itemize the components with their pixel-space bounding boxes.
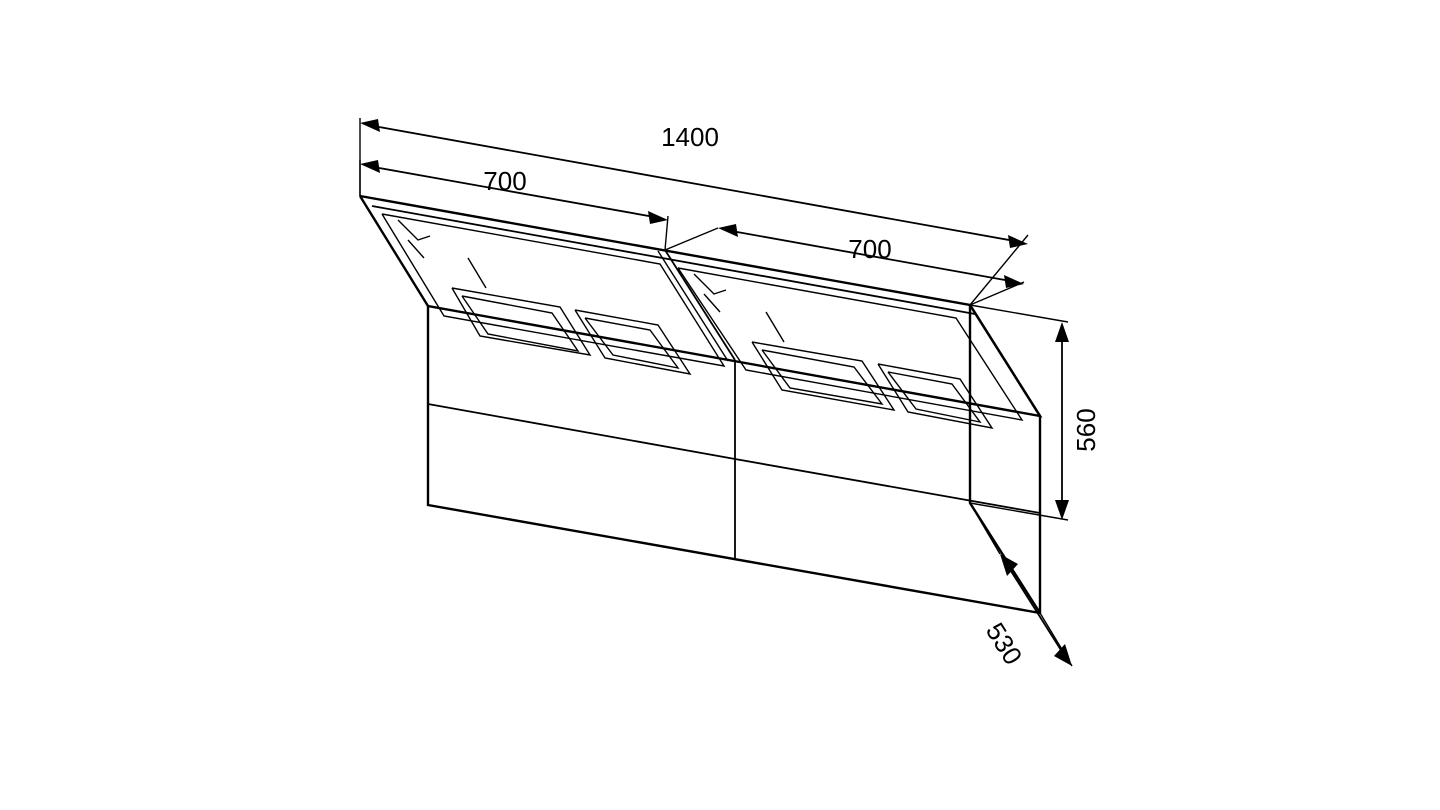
dim-left-width-label: 700 bbox=[483, 166, 526, 196]
dim-depth-label: 530 bbox=[980, 617, 1028, 670]
dim-right-width-label: 700 bbox=[848, 234, 891, 264]
cabinet-body bbox=[360, 196, 1040, 613]
dimension-drawing: 1400 700 700 560 530 bbox=[0, 0, 1440, 810]
dim-depth: 530 bbox=[970, 503, 1072, 670]
dim-height-label: 560 bbox=[1071, 408, 1101, 451]
dim-total-width: 1400 bbox=[360, 118, 1028, 305]
dim-total-width-label: 1400 bbox=[661, 122, 719, 152]
